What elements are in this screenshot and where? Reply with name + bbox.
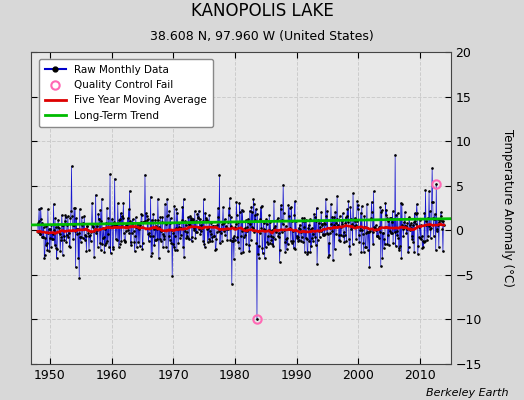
Text: 38.608 N, 97.960 W (United States): 38.608 N, 97.960 W (United States) [150, 30, 374, 43]
Text: Berkeley Earth: Berkeley Earth [426, 388, 508, 398]
Text: KANOPOLIS LAKE: KANOPOLIS LAKE [191, 2, 333, 20]
Legend: Raw Monthly Data, Quality Control Fail, Five Year Moving Average, Long-Term Tren: Raw Monthly Data, Quality Control Fail, … [39, 59, 213, 127]
Y-axis label: Temperature Anomaly (°C): Temperature Anomaly (°C) [501, 129, 515, 287]
